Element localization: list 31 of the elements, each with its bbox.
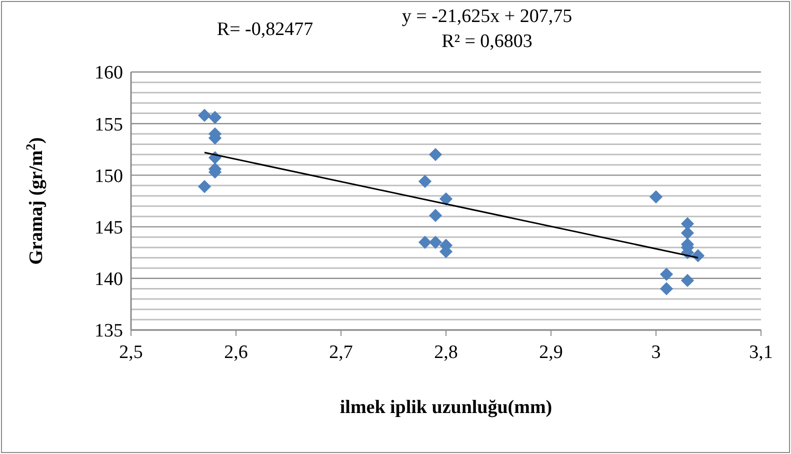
y-tick-label: 140 — [94, 269, 123, 290]
point — [660, 268, 674, 281]
y-tick-label: 135 — [94, 320, 123, 342]
text: R² = 0,6803 — [442, 31, 532, 52]
point — [428, 236, 442, 249]
point — [428, 148, 442, 162]
point — [418, 236, 432, 249]
point — [660, 282, 674, 296]
x-tick-label: 3,1 — [749, 342, 773, 363]
point — [418, 174, 432, 188]
point — [198, 108, 212, 122]
point — [208, 110, 222, 124]
text: y = -21,625x + 207,75 — [402, 6, 572, 27]
point — [680, 226, 694, 240]
y-tick-label: 145 — [94, 217, 123, 238]
y-tick-label: 160 — [94, 62, 123, 84]
x-tick-label: 2,6 — [224, 342, 248, 363]
point — [439, 192, 453, 206]
x-tick-label: 2,5 — [119, 342, 143, 363]
y-tick-label: 150 — [94, 166, 123, 187]
point — [680, 274, 694, 288]
x-axis-title: ilmek iplik uzunluğu(mm) — [340, 397, 552, 418]
point — [198, 180, 212, 194]
x-tick-label: 2,9 — [539, 342, 563, 363]
y-tick-label: 155 — [94, 114, 123, 136]
point — [428, 208, 442, 222]
point — [649, 190, 663, 204]
x-tick-label: 2,7 — [329, 342, 353, 363]
text: R= -0,82477 — [216, 19, 314, 40]
x-tick-label: 2,8 — [434, 342, 458, 363]
x-tick-label: 3 — [651, 342, 661, 363]
